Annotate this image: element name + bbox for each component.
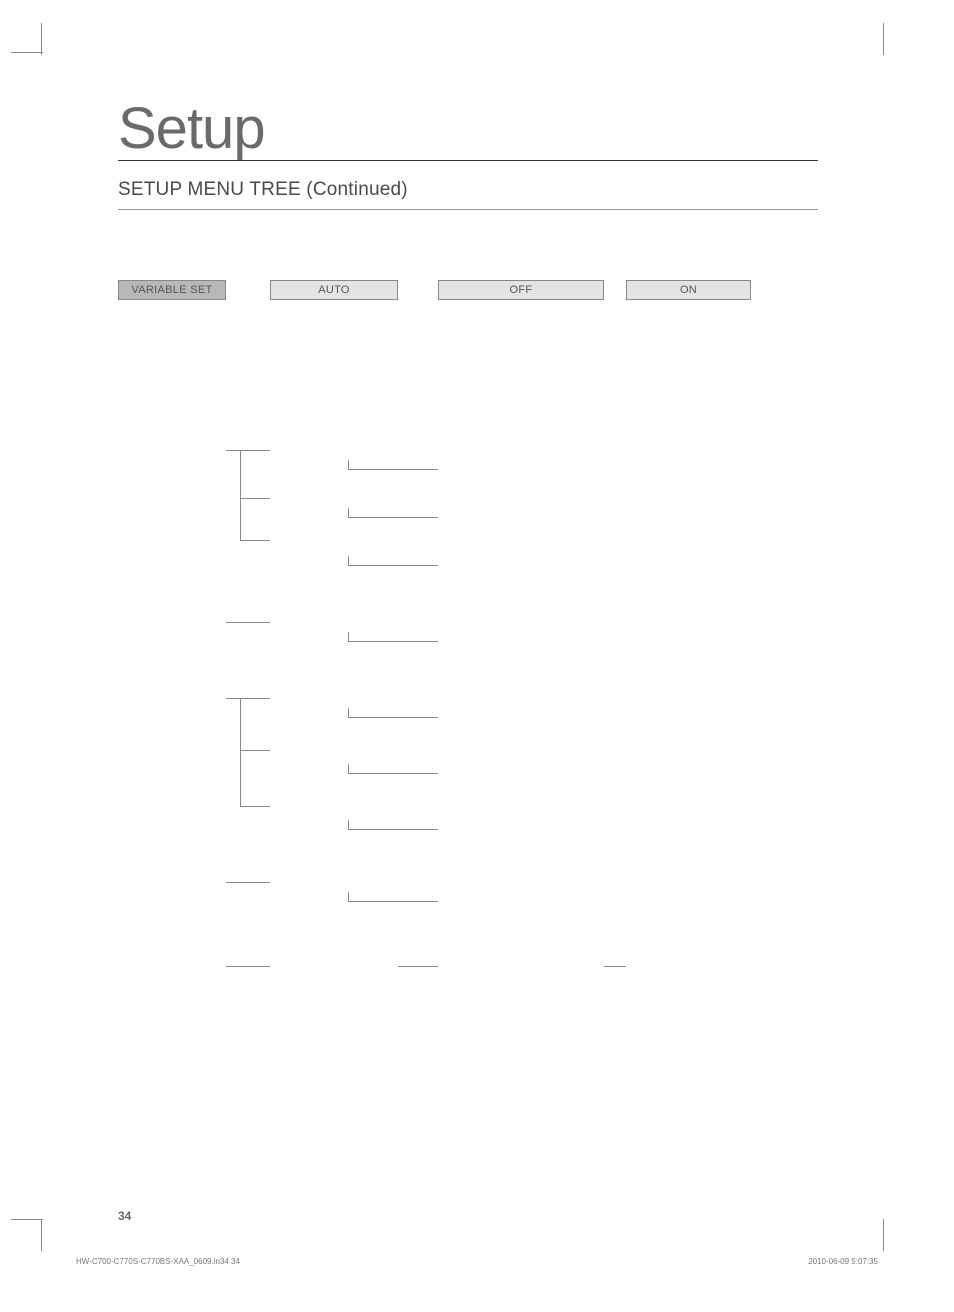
connector: [348, 764, 438, 774]
connector: [348, 460, 438, 470]
variable-set-box: VARIABLE SET: [118, 280, 226, 300]
connector: [226, 622, 270, 623]
connector: [240, 498, 270, 499]
footer-filename: HW-C700-C770S-C770BS-XAA_0609.in34 34: [76, 1257, 240, 1266]
title-row: Setup: [118, 100, 818, 161]
connector: [348, 892, 438, 902]
crop-mark: [883, 1219, 884, 1251]
crop-mark: [11, 52, 43, 53]
connector: [348, 820, 438, 830]
connector: [348, 556, 438, 566]
connector: [240, 806, 270, 807]
exes-off-box: OFF: [438, 280, 604, 300]
page-subtitle: SETUP MENU TREE (Continued): [118, 179, 818, 210]
connector: [348, 632, 438, 642]
connector: [226, 698, 240, 699]
exes-auto-box: AUTO: [270, 280, 398, 300]
connector: [240, 450, 241, 540]
connector: [240, 450, 270, 451]
crop-mark: [11, 1219, 43, 1220]
connector: [240, 698, 270, 699]
exes-on-box: ON: [626, 280, 751, 300]
connector: [240, 750, 270, 751]
crop-mark: [41, 23, 42, 55]
crop-mark: [883, 23, 884, 55]
menu-tree-diagram: AUDIO SETUP SPK SIZE SPK DISTANCE SPK LE…: [118, 280, 818, 1150]
connector: [240, 698, 241, 806]
footer-date: 2010-06-09 5:07:35: [808, 1257, 878, 1266]
connector: [226, 882, 270, 883]
connector: [226, 966, 270, 967]
connector: [348, 508, 438, 518]
connector: [226, 450, 240, 451]
connector: [240, 540, 270, 541]
page-number: 34: [118, 1209, 131, 1223]
connector: [604, 966, 626, 967]
connector: [398, 966, 438, 967]
connector: [348, 708, 438, 718]
page-title: Setup: [118, 100, 265, 161]
crop-mark: [41, 1219, 42, 1251]
